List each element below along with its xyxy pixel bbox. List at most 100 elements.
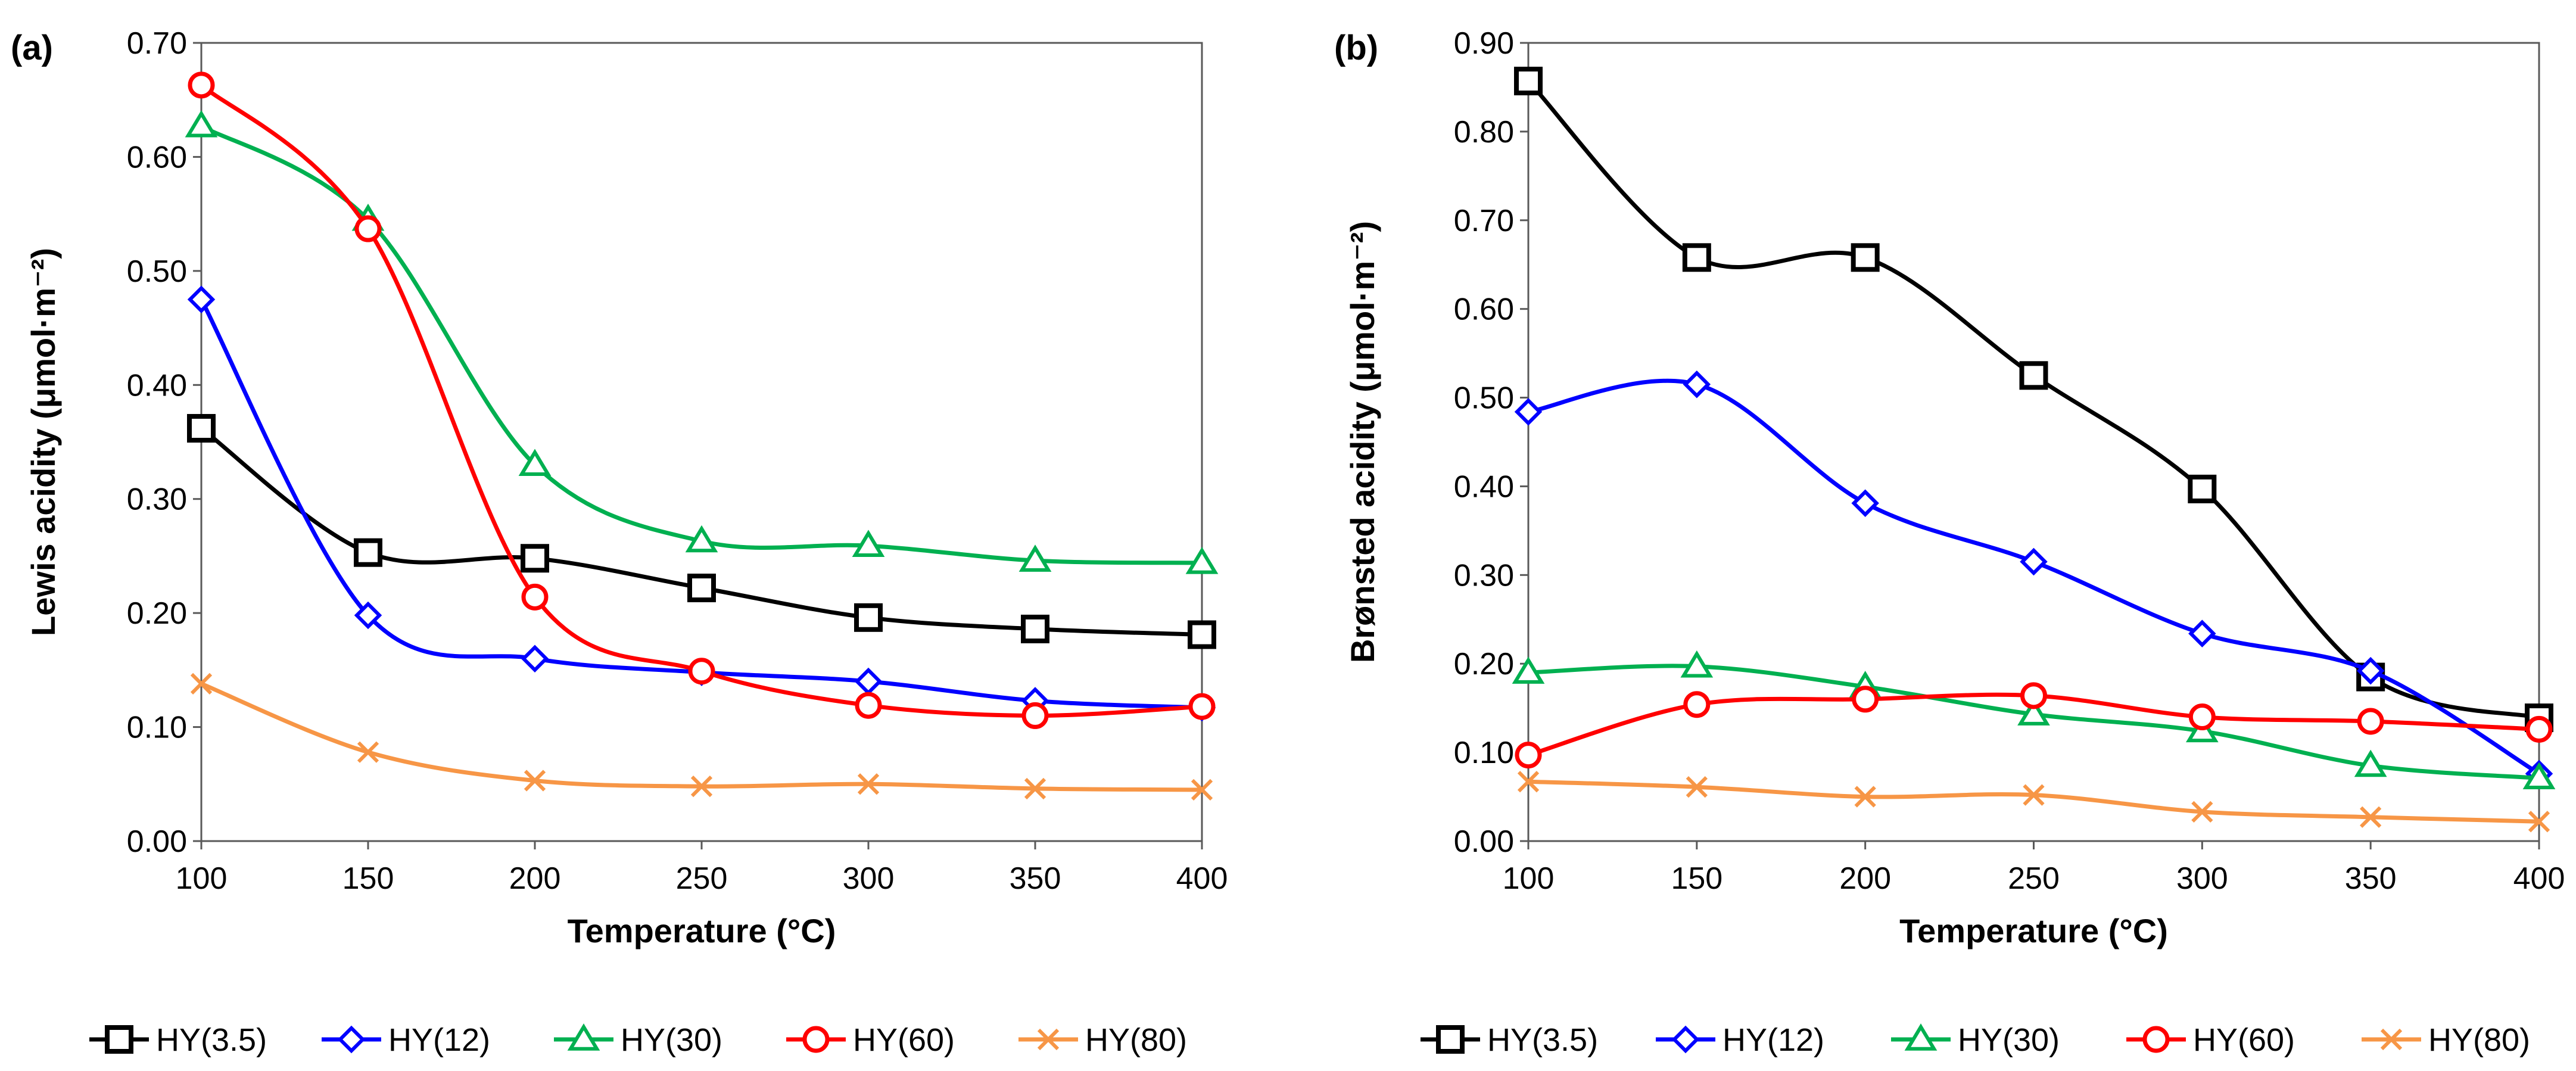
panel-a-point-hy-30-300 xyxy=(852,530,885,557)
panel-b-point-hy-80-200 xyxy=(1854,786,1876,808)
panel-a-point-hy-60-350-shape xyxy=(1021,702,1049,729)
panel-a-point-hy-60-350 xyxy=(1021,702,1049,729)
panel-b-xtick-label: 350 xyxy=(2345,861,2397,896)
panel-b-ytick-label: 0.20 xyxy=(1454,647,1514,681)
panel-a-ytick-label: 0.70 xyxy=(127,26,187,61)
panel-b-ytick-label: 0.10 xyxy=(1454,736,1514,770)
panel-a-legend: HY(3.5) HY(12) HY(30) HY(60) HY(80) xyxy=(89,1022,1187,1058)
panel-b-legend-marker-hy-60 xyxy=(2142,1026,2170,1053)
panel-b-point-hy-60-150 xyxy=(1683,691,1711,718)
panel-b-point-hy-12-250-shape xyxy=(2020,547,2048,576)
panel-b-point-hy-12-100 xyxy=(1514,398,1543,426)
panel-b-series-hy-80 xyxy=(1517,771,2550,833)
panel-b-point-hy-12-300 xyxy=(2188,619,2216,647)
panel-a-point-hy-60-200 xyxy=(521,583,549,611)
panel-b: (b) 0.00 0.10 0.20 0.30 0.40 0.50 0.60 0.70 0.80 0… xyxy=(1334,26,2565,1058)
panel-a-point-hy-60-150 xyxy=(354,215,382,242)
panel-a-point-hy-12-100-shape xyxy=(187,285,216,313)
panel-a-series-line-hy-80 xyxy=(200,681,1203,792)
panel-a-point-hy-80-250-stroke-2 xyxy=(690,775,713,798)
panel-b-point-hy-3-5-100-shape xyxy=(1514,67,1543,96)
panel-a-legend-label-hy-12: HY(12) xyxy=(388,1022,490,1058)
panel-a-point-hy-3-5-400-shape xyxy=(1188,620,1216,649)
panel-b-ytick-label: 0.80 xyxy=(1454,115,1514,150)
panel-a-xtick-label: 200 xyxy=(509,861,561,896)
panel-b-series-hy-3-5 xyxy=(1514,67,2553,733)
panel-b-point-hy-80-300-stroke-2 xyxy=(2191,801,2213,823)
panel-a-plot-area xyxy=(200,42,1203,842)
panel-a-ytick-label: 0.10 xyxy=(127,711,187,745)
panel-a-point-hy-60-150-shape xyxy=(354,215,382,242)
panel-a-ytick-label: 0.00 xyxy=(127,824,187,859)
panel-b-legend-marker-hy-3-5 xyxy=(1436,1025,1465,1054)
panel-b-legend-item-hy-80: HY(80) xyxy=(2362,1022,2530,1058)
panel-b-legend-item-hy-60: HY(60) xyxy=(2126,1022,2295,1058)
panel-a-point-hy-60-100 xyxy=(188,71,215,99)
panel-b-point-hy-3-5-150 xyxy=(1682,243,1711,272)
panel-a-point-hy-80-150-stroke-2 xyxy=(357,741,379,763)
panel-b-point-hy-80-200-stroke-2 xyxy=(1854,786,1876,808)
panel-a-point-hy-3-5-300 xyxy=(854,603,883,632)
panel-b-series-hy-12 xyxy=(1514,370,2553,788)
panel-a-legend-marker-hy-3-5 xyxy=(105,1025,133,1054)
panel-a-point-hy-80-150 xyxy=(357,741,379,763)
panel-b-point-hy-30-350-shape xyxy=(2354,749,2387,777)
panel-a-point-hy-12-100 xyxy=(187,285,216,313)
panel-b-point-hy-80-350 xyxy=(2360,806,2382,828)
panel-a-point-hy-3-5-100 xyxy=(187,414,216,443)
panel-b-point-hy-60-400-shape xyxy=(2525,715,2553,743)
panel-b-legend-marker-hy-30 xyxy=(1904,1023,1938,1051)
panel-b-series-line-hy-3-5 xyxy=(1527,79,2540,720)
panel-a-legend-marker-hy-12-shape xyxy=(337,1025,366,1054)
panel-a-point-hy-3-5-400 xyxy=(1188,620,1216,649)
panel-b-x-axis-title: Temperature (°C) xyxy=(1899,912,2168,949)
panel-a-point-hy-30-200-shape xyxy=(518,449,552,477)
panel-a-point-hy-30-300-shape xyxy=(852,530,885,557)
panel-a-legend-label-hy-80: HY(80) xyxy=(1085,1022,1187,1058)
panel-a-ytick-label: 0.60 xyxy=(127,140,187,175)
panel-a-series-hy-12 xyxy=(187,285,1216,722)
panel-b-ytick-label: 0.50 xyxy=(1454,381,1514,416)
panel-b-point-hy-80-250 xyxy=(2023,784,2045,806)
panel-b-legend: HY(3.5) HY(12) HY(30) HY(60) HY(80) xyxy=(1421,1022,2530,1058)
panel-a-legend-item-hy-12: HY(12) xyxy=(322,1022,490,1058)
panel-b-legend-marker-hy-80 xyxy=(2380,1028,2403,1051)
panel-a-point-hy-60-100-shape xyxy=(188,71,215,99)
panel-b-legend-marker-hy-30-shape xyxy=(1904,1023,1938,1051)
panel-a-xtick-label: 350 xyxy=(1010,861,1061,896)
panel-a-xtick-label: 400 xyxy=(1176,861,1228,896)
panel-a-point-hy-3-5-250 xyxy=(687,574,716,603)
panel-a-legend-marker-hy-3-5-shape xyxy=(105,1025,133,1054)
panel-a-legend-item-hy-30: HY(30) xyxy=(554,1022,722,1058)
panel-b-point-hy-30-400-shape xyxy=(2522,762,2556,790)
panel-b-point-hy-60-200 xyxy=(1852,686,1879,713)
panel-a-series-line-hy-60 xyxy=(200,83,1203,718)
panel-b-point-hy-3-5-100 xyxy=(1514,67,1543,96)
panel-b-point-hy-60-350-shape xyxy=(2357,708,2384,735)
panel-b-point-hy-3-5-250-shape xyxy=(2019,361,2048,390)
panel-b-y-axis-title: Brønsted acidity (μmol·m⁻²) xyxy=(1344,221,1381,663)
panel-b-point-hy-3-5-300-shape xyxy=(2188,474,2217,503)
panel-a-point-hy-60-300 xyxy=(855,692,882,719)
panel-b-legend-label-hy-60: HY(60) xyxy=(2193,1022,2295,1058)
panel-b-point-hy-12-150 xyxy=(1683,370,1711,398)
panel-b-legend-item-hy-3-5: HY(3.5) xyxy=(1421,1022,1598,1058)
panel-a-legend-marker-hy-30-shape xyxy=(567,1023,600,1051)
panel-b-point-hy-60-150-shape xyxy=(1683,691,1711,718)
panel-a-point-hy-80-100 xyxy=(190,673,213,695)
panel-b-point-hy-60-100-shape xyxy=(1515,742,1542,769)
panel-b-xtick-label: 150 xyxy=(1671,861,1722,896)
panel-a-xtick-label: 100 xyxy=(176,861,228,896)
panel-a-point-hy-60-400 xyxy=(1188,693,1216,720)
panel-a-xtick-label: 150 xyxy=(342,861,394,896)
panel-b-xtick-label: 400 xyxy=(2513,861,2565,896)
panel-b-series-hy-60 xyxy=(1515,682,2553,769)
panel-a-point-hy-80-200-stroke-2 xyxy=(524,770,546,792)
panel-a-legend-marker-hy-30 xyxy=(567,1023,600,1051)
panel-b-point-hy-80-350-stroke-2 xyxy=(2360,806,2382,828)
panel-b-xtick-label: 200 xyxy=(1839,861,1891,896)
panel-a: (a) 0.00 0.10 0.20 0.30 0.40 0.50 0.60 0.70 100 15… xyxy=(11,26,1228,1058)
panel-b-point-hy-60-250-shape xyxy=(2020,682,2047,709)
panel-b-point-hy-3-5-200-shape xyxy=(1851,243,1880,272)
